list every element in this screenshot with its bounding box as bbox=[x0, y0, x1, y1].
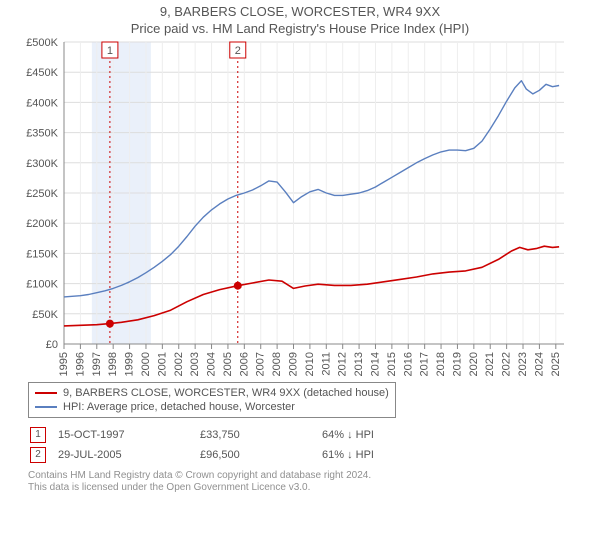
sale-marker-table: 115-OCT-1997£33,75064% ↓ HPI 229-JUL-2005… bbox=[28, 424, 386, 466]
svg-text:£450K: £450K bbox=[26, 67, 58, 79]
svg-text:2011: 2011 bbox=[320, 352, 332, 376]
svg-text:£350K: £350K bbox=[26, 128, 58, 140]
chart-title-line2: Price paid vs. HM Land Registry's House … bbox=[0, 21, 600, 36]
legend: 9, BARBERS CLOSE, WORCESTER, WR4 9XX (de… bbox=[28, 382, 396, 418]
svg-text:2013: 2013 bbox=[353, 352, 365, 376]
svg-text:£200K: £200K bbox=[26, 218, 58, 230]
legend-label: 9, BARBERS CLOSE, WORCESTER, WR4 9XX (de… bbox=[63, 386, 389, 400]
svg-text:2016: 2016 bbox=[402, 352, 414, 376]
svg-text:2014: 2014 bbox=[369, 352, 381, 376]
legend-row: HPI: Average price, detached house, Worc… bbox=[35, 400, 389, 414]
svg-text:2009: 2009 bbox=[288, 352, 300, 376]
svg-text:£500K: £500K bbox=[26, 37, 58, 49]
chart-footer: 9, BARBERS CLOSE, WORCESTER, WR4 9XX (de… bbox=[0, 376, 600, 494]
svg-text:2015: 2015 bbox=[386, 352, 398, 376]
svg-text:2023: 2023 bbox=[517, 352, 529, 376]
svg-text:£50K: £50K bbox=[32, 309, 58, 321]
svg-text:2003: 2003 bbox=[189, 352, 201, 376]
legend-swatch bbox=[35, 392, 57, 394]
svg-text:£250K: £250K bbox=[26, 188, 58, 200]
price-chart: £0 £50K £100K £150K £200K £250K £300K £350K £400… bbox=[12, 36, 572, 376]
svg-text:2025: 2025 bbox=[550, 352, 562, 376]
svg-text:£0: £0 bbox=[46, 339, 58, 351]
svg-text:2019: 2019 bbox=[451, 352, 463, 376]
svg-text:2002: 2002 bbox=[173, 352, 185, 376]
svg-text:2000: 2000 bbox=[140, 352, 152, 376]
sale-marker-price: £96,500 bbox=[200, 446, 320, 464]
sale-marker-pct: 61% ↓ HPI bbox=[322, 446, 384, 464]
legend-row: 9, BARBERS CLOSE, WORCESTER, WR4 9XX (de… bbox=[35, 386, 389, 400]
svg-text:2: 2 bbox=[235, 45, 241, 57]
sale-marker-number: 2 bbox=[30, 446, 56, 464]
svg-text:2017: 2017 bbox=[419, 352, 431, 376]
sale-marker-row: 229-JUL-2005£96,50061% ↓ HPI bbox=[30, 446, 384, 464]
svg-text:1999: 1999 bbox=[124, 352, 136, 376]
svg-text:2018: 2018 bbox=[435, 352, 447, 376]
svg-text:2006: 2006 bbox=[238, 352, 250, 376]
copyright-line1: Contains HM Land Registry data © Crown c… bbox=[28, 470, 580, 482]
sale-marker-pct: 64% ↓ HPI bbox=[322, 426, 384, 444]
svg-text:1995: 1995 bbox=[58, 352, 70, 376]
svg-text:2012: 2012 bbox=[337, 352, 349, 376]
sale-marker-price: £33,750 bbox=[200, 426, 320, 444]
chart-title-block: 9, BARBERS CLOSE, WORCESTER, WR4 9XX Pri… bbox=[0, 0, 600, 36]
copyright-notice: Contains HM Land Registry data © Crown c… bbox=[28, 470, 580, 494]
svg-text:£150K: £150K bbox=[26, 248, 58, 260]
sale-marker-number: 1 bbox=[30, 426, 56, 444]
chart-title-line1: 9, BARBERS CLOSE, WORCESTER, WR4 9XX bbox=[0, 4, 600, 19]
copyright-line2: This data is licensed under the Open Gov… bbox=[28, 482, 580, 494]
svg-text:2024: 2024 bbox=[533, 352, 545, 376]
svg-text:£100K: £100K bbox=[26, 279, 58, 291]
svg-text:2001: 2001 bbox=[156, 352, 168, 376]
legend-swatch bbox=[35, 406, 57, 408]
svg-text:2010: 2010 bbox=[304, 352, 316, 376]
sale-marker-date: 29-JUL-2005 bbox=[58, 446, 198, 464]
legend-label: HPI: Average price, detached house, Worc… bbox=[63, 400, 295, 414]
svg-text:2008: 2008 bbox=[271, 352, 283, 376]
svg-text:2004: 2004 bbox=[206, 352, 218, 376]
svg-text:2020: 2020 bbox=[468, 352, 480, 376]
svg-text:1: 1 bbox=[107, 45, 113, 57]
svg-text:2005: 2005 bbox=[222, 352, 234, 376]
svg-text:1996: 1996 bbox=[74, 352, 86, 376]
svg-text:1998: 1998 bbox=[107, 352, 119, 376]
svg-text:1997: 1997 bbox=[91, 352, 103, 376]
svg-text:£400K: £400K bbox=[26, 97, 58, 109]
sale-marker-row: 115-OCT-1997£33,75064% ↓ HPI bbox=[30, 426, 384, 444]
sale-marker-date: 15-OCT-1997 bbox=[58, 426, 198, 444]
svg-text:2007: 2007 bbox=[255, 352, 267, 376]
svg-text:£300K: £300K bbox=[26, 158, 58, 170]
svg-text:2021: 2021 bbox=[484, 352, 496, 376]
svg-text:2022: 2022 bbox=[501, 352, 513, 376]
